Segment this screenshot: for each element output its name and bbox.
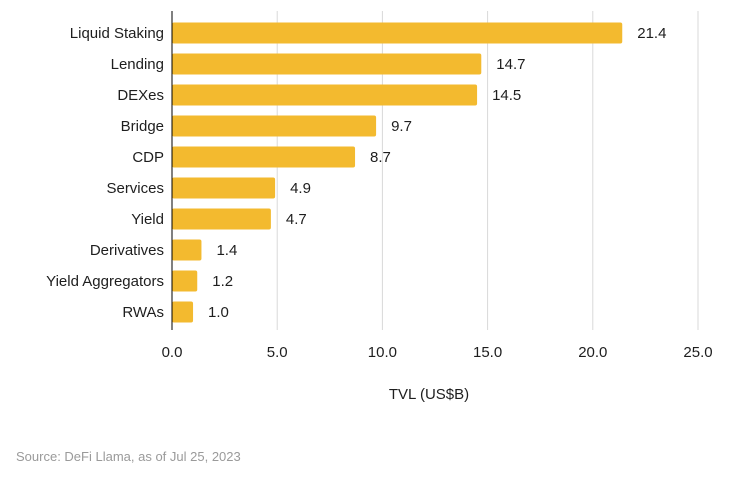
bars: [172, 22, 623, 323]
category-label: Derivatives: [90, 242, 164, 259]
value-labels: 21.4 14.7 14.5 9.78.7 4.9 4.7 1.4 1.2 1.0: [208, 25, 666, 321]
x-tick-label: 25.0: [683, 344, 712, 361]
category-label: Lending: [111, 56, 164, 73]
x-tick-label: 20.0: [578, 344, 607, 361]
value-label: 1.2: [212, 273, 233, 290]
category-label: Services: [106, 180, 164, 197]
value-label: 21.4: [637, 25, 666, 42]
source-note: Source: DeFi Llama, as of Jul 25, 2023: [16, 449, 241, 464]
category-labels: Liquid Staking Lending DEXes Bridge CDP Servi…: [46, 25, 164, 321]
value-label: 14.7: [496, 56, 525, 73]
x-tick-label: 10.0: [368, 344, 397, 361]
category-label: RWAs: [122, 304, 164, 321]
category-label: Yield Aggregators: [46, 273, 164, 290]
value-label: 14.5: [492, 87, 521, 104]
value-label: 8.7: [370, 149, 391, 166]
x-axis-title: TVL (US$B): [389, 386, 469, 403]
x-tick-label: 0.0: [162, 344, 183, 361]
value-label: 4.7: [286, 211, 307, 228]
bar: [172, 270, 198, 292]
category-label: DEXes: [117, 87, 164, 104]
category-label: Liquid Staking: [70, 25, 164, 42]
category-label: Bridge: [121, 118, 164, 135]
x-tick-label: 15.0: [473, 344, 502, 361]
value-label: 4.9: [290, 180, 311, 197]
bar-chart: Liquid Staking Lending DEXes Bridge CDP Servi…: [46, 11, 713, 403]
bar: [172, 115, 377, 137]
bar: [172, 22, 623, 44]
bar: [172, 239, 202, 261]
bar: [172, 301, 194, 323]
bar: [172, 84, 478, 106]
x-tick-label: 5.0: [267, 344, 288, 361]
value-label: 9.7: [391, 118, 412, 135]
bar: [172, 208, 271, 230]
bar: [172, 53, 482, 75]
value-label: 1.4: [216, 242, 237, 259]
x-tick-labels: 0.0 5.0 10.0 15.0 20.0 25.0: [162, 344, 713, 361]
category-label: CDP: [132, 149, 164, 166]
category-label: Yield: [131, 211, 164, 228]
bar: [172, 146, 356, 168]
value-label: 1.0: [208, 304, 229, 321]
bar: [172, 177, 276, 199]
